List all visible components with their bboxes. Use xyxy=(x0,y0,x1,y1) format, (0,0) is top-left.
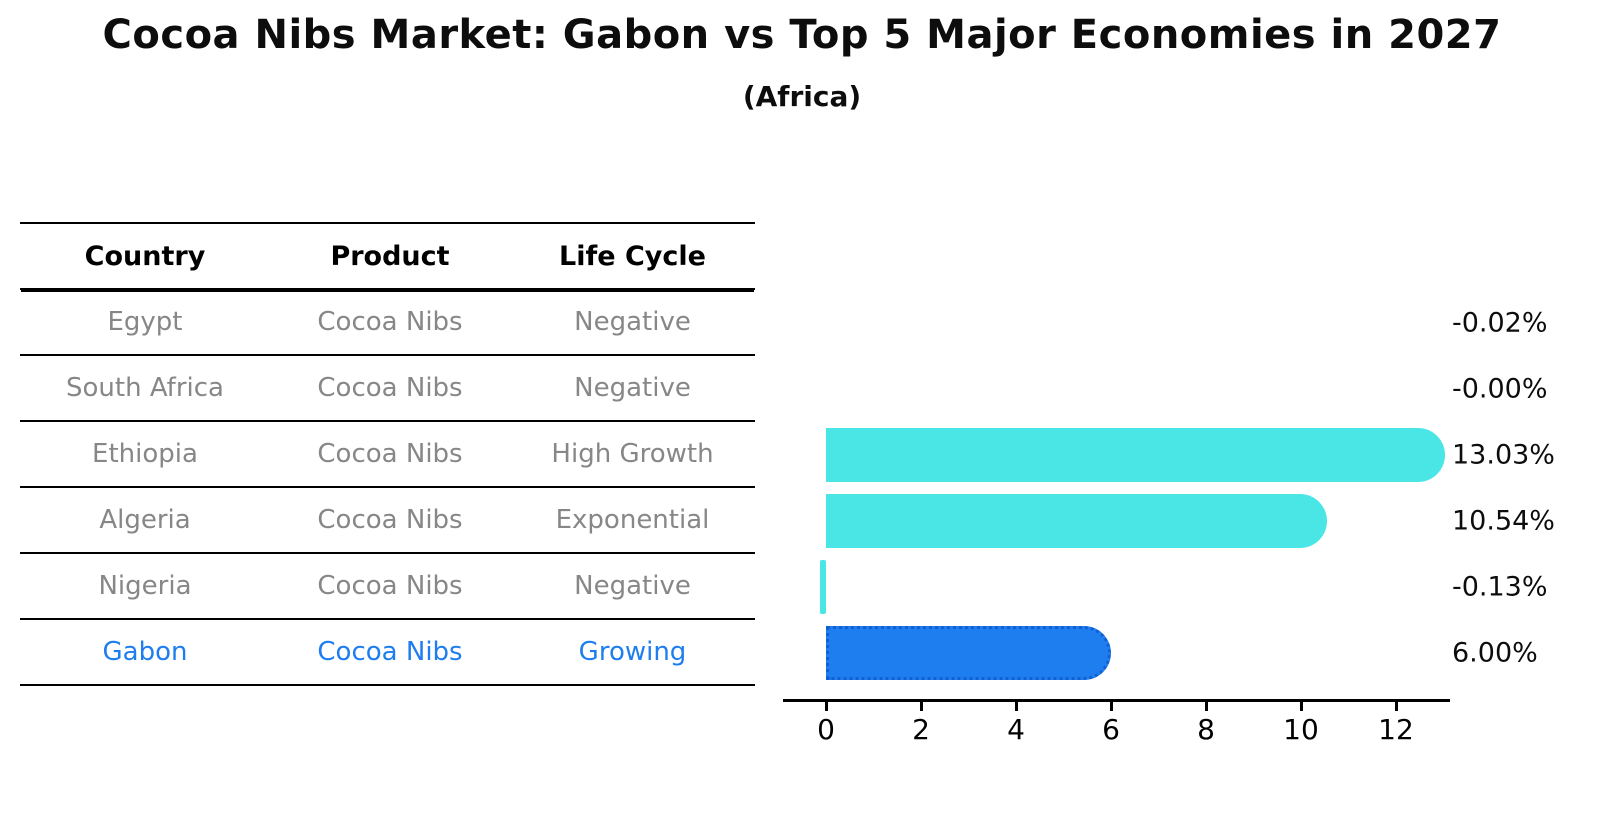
cell-product: Cocoa Nibs xyxy=(317,307,463,337)
chart-subtitle: (Africa) xyxy=(742,80,862,113)
column-header-product: Product xyxy=(330,240,450,272)
value-label-ethiopia: 13.03% xyxy=(1452,439,1555,471)
table-header-row: Country Product Life Cycle xyxy=(20,222,755,290)
bar-gabon xyxy=(826,626,1111,680)
cell-country: Gabon xyxy=(102,637,188,667)
chart-title: Cocoa Nibs Market: Gabon vs Top 5 Major … xyxy=(102,12,1502,58)
column-header-country: Country xyxy=(84,240,206,272)
x-tick-mark-8 xyxy=(1205,701,1208,711)
bar-algeria xyxy=(826,494,1327,548)
x-tick-label-2: 2 xyxy=(912,713,930,746)
x-tick-mark-12 xyxy=(1395,701,1398,711)
value-label-south-africa: -0.00% xyxy=(1452,373,1548,405)
cell-lifecycle: High Growth xyxy=(551,439,714,469)
table-body: Egypt Cocoa Nibs Negative South Africa Cocoa… xyxy=(20,290,755,686)
x-tick-label-10: 10 xyxy=(1283,713,1319,746)
cell-lifecycle: Exponential xyxy=(555,505,710,535)
table-row-algeria: Algeria Cocoa Nibs Exponential xyxy=(20,488,755,554)
x-tick-label-8: 8 xyxy=(1197,713,1215,746)
table-row-egypt: Egypt Cocoa Nibs Negative xyxy=(20,290,755,356)
cell-country: Egypt xyxy=(107,307,183,337)
cell-product: Cocoa Nibs xyxy=(317,505,463,535)
x-tick-label-4: 4 xyxy=(1007,713,1025,746)
x-tick-mark-10 xyxy=(1300,701,1303,711)
cell-lifecycle: Growing xyxy=(578,637,687,667)
x-tick-label-6: 6 xyxy=(1102,713,1120,746)
cell-product: Cocoa Nibs xyxy=(317,571,463,601)
cell-country: South Africa xyxy=(66,373,224,403)
cell-country: Nigeria xyxy=(98,571,192,601)
cell-country: Algeria xyxy=(99,505,191,535)
x-tick-mark-0 xyxy=(825,701,828,711)
x-tick-label-12: 12 xyxy=(1378,713,1414,746)
value-label-gabon: 6.00% xyxy=(1452,637,1538,669)
bar-nigeria xyxy=(819,560,826,614)
x-tick-mark-2 xyxy=(920,701,923,711)
bar-ethiopia xyxy=(826,428,1445,482)
cell-product: Cocoa Nibs xyxy=(317,373,463,403)
x-tick-mark-6 xyxy=(1110,701,1113,711)
country-table: Country Product Life Cycle Egypt Cocoa Ni… xyxy=(20,222,755,686)
value-label-egypt: -0.02% xyxy=(1452,307,1548,339)
table-row-gabon: Gabon Cocoa Nibs Growing xyxy=(20,620,755,686)
table-row-south-africa: South Africa Cocoa Nibs Negative xyxy=(20,356,755,422)
table-row-ethiopia: Ethiopia Cocoa Nibs High Growth xyxy=(20,422,755,488)
table-row-nigeria: Nigeria Cocoa Nibs Negative xyxy=(20,554,755,620)
cell-lifecycle: Negative xyxy=(574,307,691,337)
value-label-algeria: 10.54% xyxy=(1452,505,1555,537)
cell-lifecycle: Negative xyxy=(574,571,691,601)
cell-product: Cocoa Nibs xyxy=(317,637,463,667)
column-header-lifecycle: Life Cycle xyxy=(559,240,706,272)
cell-lifecycle: Negative xyxy=(574,373,691,403)
x-axis-line xyxy=(783,699,1450,702)
x-tick-label-0: 0 xyxy=(817,713,835,746)
cell-country: Ethiopia xyxy=(92,439,198,469)
value-label-nigeria: -0.13% xyxy=(1452,571,1548,603)
cell-product: Cocoa Nibs xyxy=(317,439,463,469)
x-tick-mark-4 xyxy=(1015,701,1018,711)
